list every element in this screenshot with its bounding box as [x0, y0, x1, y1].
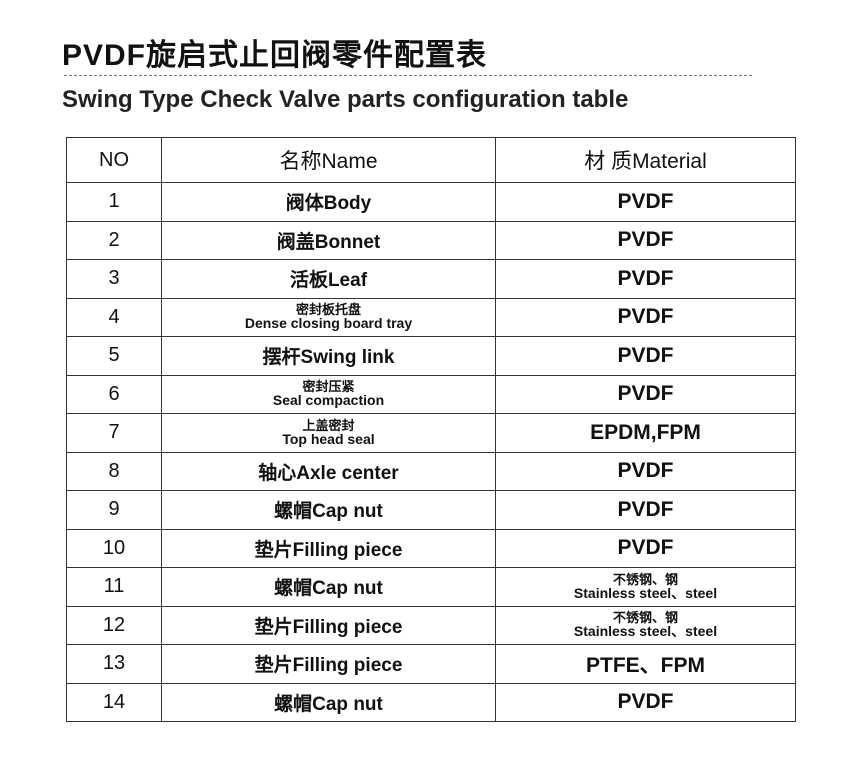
part-name: 螺帽Cap nut	[274, 578, 383, 600]
name-cell: 阀盖Bonnet	[161, 220, 496, 260]
material-cell: PVDF	[495, 182, 796, 222]
material-en: Stainless steel、steel	[573, 623, 718, 640]
row-number: 6	[66, 374, 162, 414]
material-cell: PTFE、FPM	[495, 644, 796, 684]
material-cell: PVDF	[495, 259, 796, 299]
material-cell: PVDF	[495, 682, 796, 722]
table-row: 1 阀体Body PVDF	[66, 182, 796, 222]
material-cell: PVDF	[495, 336, 796, 376]
material: PVDF	[617, 536, 674, 560]
table-header-row: NO 名称Name 材 质Material	[66, 137, 796, 183]
name-cell: 垫片Filling piece	[161, 605, 496, 645]
material-cell: PVDF	[495, 220, 796, 260]
dashed-divider	[64, 75, 752, 76]
part-name-zh: 密封压紧	[302, 379, 355, 395]
row-number: 3	[66, 259, 162, 299]
table-row: 5 摆杆Swing link PVDF	[66, 336, 796, 376]
material-cell: PVDF	[495, 374, 796, 414]
material: PVDF	[617, 382, 674, 406]
row-number: 9	[66, 490, 162, 530]
part-name: 阀体Body	[285, 193, 372, 215]
parts-configuration-table: NO 名称Name 材 质Material 1 阀体Body PVDF 2 阀盖B…	[66, 137, 796, 722]
part-name: 螺帽Cap nut	[274, 693, 383, 715]
material-cell: PVDF	[495, 490, 796, 530]
table-row: 10 垫片Filling piece PVDF	[66, 528, 796, 568]
name-cell: 轴心Axle center	[161, 451, 496, 491]
row-number: 1	[66, 182, 162, 222]
material: PVDF	[617, 497, 674, 521]
table-row: 7 上盖密封 Top head seal EPDM,FPM	[66, 413, 796, 453]
part-name-en: Dense closing board tray	[244, 315, 413, 332]
material-cell: 不锈钢、钢 Stainless steel、steel	[495, 605, 796, 645]
material: PVDF	[617, 266, 674, 290]
material-cell: PVDF	[495, 451, 796, 491]
name-cell: 密封板托盘 Dense closing board tray	[161, 297, 496, 337]
part-name: 阀盖Bonnet	[276, 231, 381, 253]
name-cell: 垫片Filling piece	[161, 528, 496, 568]
part-name: 轴心Axle center	[258, 462, 399, 484]
material-zh: 不锈钢、钢	[612, 610, 678, 626]
part-name-en: Seal compaction	[272, 392, 385, 409]
material-cell: EPDM,FPM	[495, 413, 796, 453]
part-name-en: Top head seal	[282, 430, 375, 447]
material-cell: 不锈钢、钢 Stainless steel、steel	[495, 567, 796, 607]
name-cell: 螺帽Cap nut	[161, 567, 496, 607]
row-number: 2	[66, 220, 162, 260]
table-row: 8 轴心Axle center PVDF	[66, 451, 796, 491]
table-row: 4 密封板托盘 Dense closing board tray PVDF	[66, 297, 796, 337]
material-cell: PVDF	[495, 528, 796, 568]
name-cell: 阀体Body	[161, 182, 496, 222]
table-row: 3 活板Leaf PVDF	[66, 259, 796, 299]
page-subtitle: Swing Type Check Valve parts configurati…	[62, 86, 629, 113]
header-material: 材 质Material	[495, 137, 796, 183]
name-cell: 上盖密封 Top head seal	[161, 413, 496, 453]
page-title: PVDF旋启式止回阀零件配置表	[62, 39, 488, 72]
part-name: 活板Leaf	[289, 270, 368, 292]
part-name: 垫片Filling piece	[254, 539, 403, 561]
material: PVDF	[617, 305, 674, 329]
material: PVDF	[617, 690, 674, 714]
material: PVDF	[617, 459, 674, 483]
material: EPDM,FPM	[590, 420, 701, 444]
part-name: 垫片Filling piece	[254, 655, 403, 677]
row-number: 12	[66, 605, 162, 645]
table-row: 14 螺帽Cap nut PVDF	[66, 682, 796, 722]
table-row: 13 垫片Filling piece PTFE、FPM	[66, 644, 796, 684]
name-cell: 螺帽Cap nut	[161, 682, 496, 722]
material: PVDF	[617, 343, 674, 367]
name-cell: 活板Leaf	[161, 259, 496, 299]
material-cell: PVDF	[495, 297, 796, 337]
name-cell: 垫片Filling piece	[161, 644, 496, 684]
header-name: 名称Name	[161, 137, 496, 183]
table-row: 11 螺帽Cap nut 不锈钢、钢 Stainless steel、steel	[66, 567, 796, 607]
part-name-zh: 上盖密封	[302, 417, 355, 433]
row-number: 5	[66, 336, 162, 376]
material: PVDF	[617, 228, 674, 252]
row-number: 10	[66, 528, 162, 568]
material: PVDF	[617, 189, 674, 213]
name-cell: 螺帽Cap nut	[161, 490, 496, 530]
table-row: 9 螺帽Cap nut PVDF	[66, 490, 796, 530]
row-number: 4	[66, 297, 162, 337]
material-en: Stainless steel、steel	[573, 584, 718, 601]
table-row: 6 密封压紧 Seal compaction PVDF	[66, 374, 796, 414]
row-number: 14	[66, 682, 162, 722]
name-cell: 摆杆Swing link	[161, 336, 496, 376]
row-number: 8	[66, 451, 162, 491]
material: PTFE、FPM	[586, 653, 705, 677]
table-row: 12 垫片Filling piece 不锈钢、钢 Stainless steel、…	[66, 605, 796, 645]
part-name: 螺帽Cap nut	[274, 501, 383, 523]
table-row: 2 阀盖Bonnet PVDF	[66, 220, 796, 260]
header-no: NO	[66, 137, 162, 183]
row-number: 7	[66, 413, 162, 453]
part-name-zh: 密封板托盘	[295, 302, 361, 318]
name-cell: 密封压紧 Seal compaction	[161, 374, 496, 414]
row-number: 13	[66, 644, 162, 684]
material-zh: 不锈钢、钢	[612, 571, 678, 587]
part-name: 摆杆Swing link	[262, 347, 395, 369]
row-number: 11	[66, 567, 162, 607]
part-name: 垫片Filling piece	[254, 616, 403, 638]
